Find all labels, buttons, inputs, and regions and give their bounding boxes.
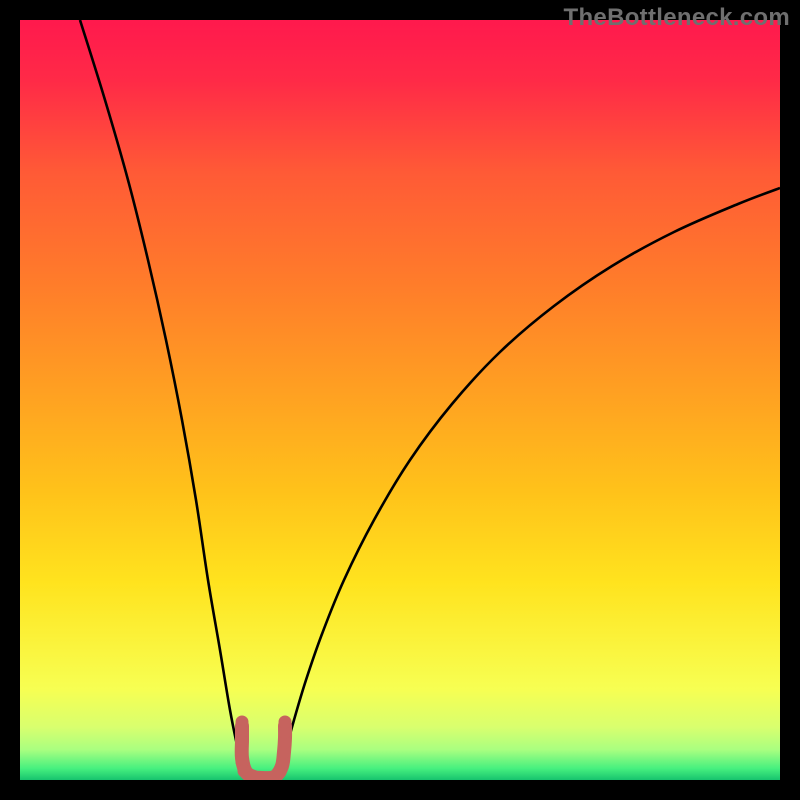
zero-join-dot bbox=[279, 716, 292, 729]
chart-frame: TheBottleneck.com bbox=[0, 0, 800, 800]
gradient-background bbox=[20, 20, 780, 780]
watermark-text: TheBottleneck.com bbox=[564, 4, 790, 32]
bottleneck-curve-chart bbox=[0, 0, 800, 800]
